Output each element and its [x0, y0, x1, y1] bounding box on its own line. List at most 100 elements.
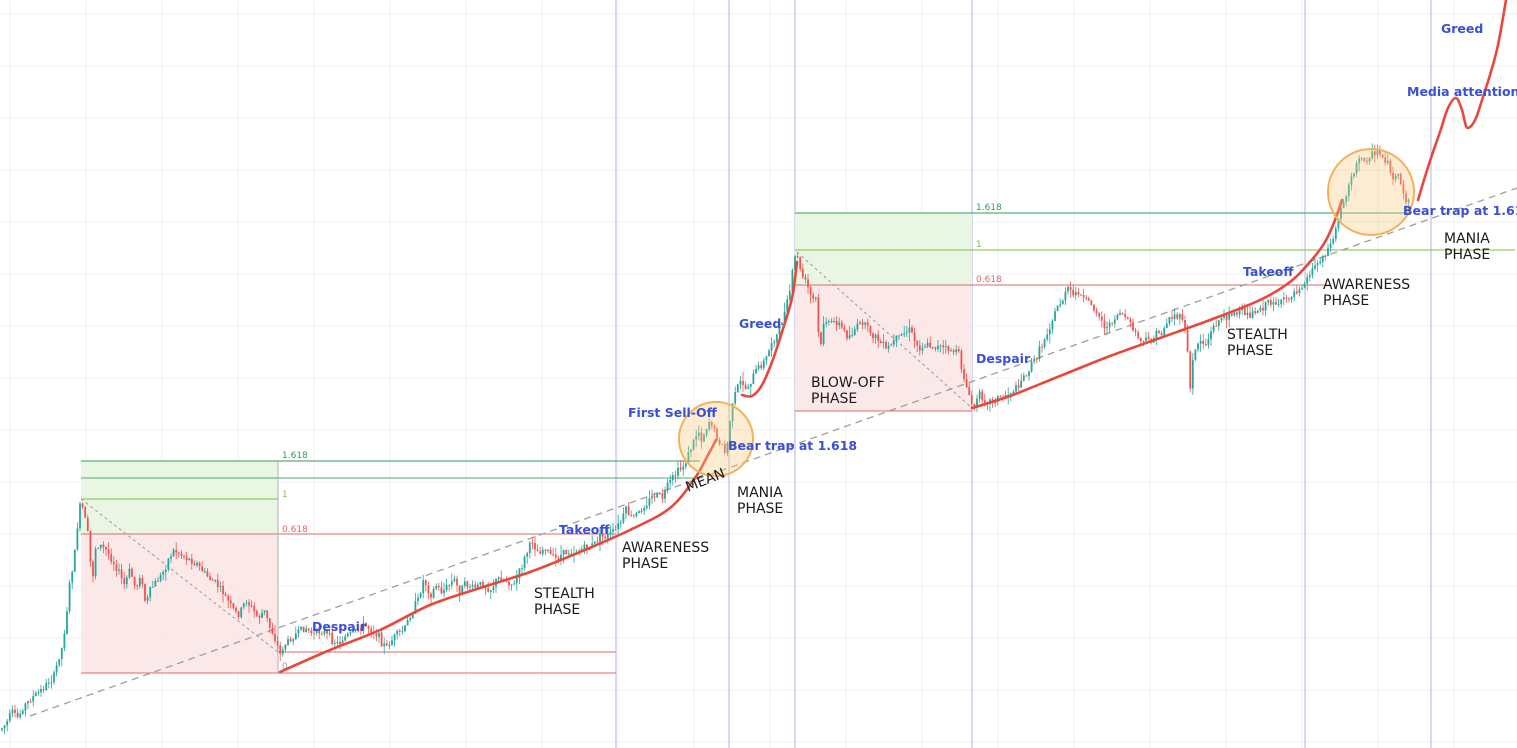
candle-body [79, 503, 81, 529]
candle-body [609, 531, 612, 534]
candle-body [645, 505, 648, 509]
candle-body [892, 340, 895, 345]
candle-body [1392, 173, 1394, 180]
candle-body [1353, 173, 1355, 177]
candle-body [71, 571, 74, 583]
candle-body [508, 581, 510, 586]
candle-body [1347, 184, 1350, 197]
candle-body [450, 581, 453, 586]
candle-body [983, 400, 986, 403]
candle-body [534, 543, 536, 550]
candle-body [294, 633, 297, 640]
candle-body [877, 334, 880, 342]
candle-body [1259, 307, 1262, 311]
candle-body [861, 322, 864, 325]
phase-line: AWARENESS [622, 540, 709, 556]
candle-body [1202, 340, 1205, 345]
candle-body [1189, 351, 1192, 389]
candle-body [1373, 151, 1376, 156]
candle-body [326, 630, 328, 634]
candle-body [339, 642, 341, 645]
phase-line: PHASE [1227, 343, 1273, 359]
candle-body [1134, 330, 1137, 333]
candle-body [1306, 277, 1309, 284]
candle-body [333, 642, 336, 644]
candle-body [401, 631, 404, 633]
candle-body [1090, 300, 1093, 305]
candle-body [614, 529, 617, 531]
candle-body [479, 582, 482, 585]
candle-body [970, 395, 973, 404]
candle-body [651, 496, 653, 499]
candle-body [456, 578, 458, 586]
candle-body [718, 440, 721, 444]
candle-body [1223, 315, 1225, 318]
candle-body [63, 633, 66, 649]
candle-body [903, 333, 906, 335]
candle-body [656, 493, 659, 498]
candle-body [310, 630, 313, 633]
candle-body [1386, 160, 1389, 163]
candle-body [388, 645, 391, 647]
candle-body [617, 523, 620, 530]
candle-body [1355, 163, 1358, 174]
candle-body [424, 580, 427, 586]
candle-body [281, 649, 284, 654]
candle-body [1087, 298, 1090, 301]
candle-body [419, 593, 422, 598]
despair-label-1: Despair [312, 619, 367, 634]
candle-body [622, 513, 625, 523]
candle-body [81, 503, 84, 508]
candle-body [973, 403, 976, 408]
candle-body [630, 515, 633, 516]
candle-body [726, 443, 729, 453]
phase-line: STEALTH [1227, 327, 1288, 343]
candle-body [102, 544, 105, 548]
candle-body [123, 578, 126, 585]
candle-body [328, 632, 331, 634]
candle-body [16, 712, 19, 718]
candle-body [240, 607, 243, 618]
candle-body [476, 584, 479, 588]
candle-body [817, 297, 820, 333]
trend-curve [1416, 0, 1508, 202]
candlesticks [1, 143, 1410, 735]
candle-body [305, 628, 308, 632]
mania-phase-label-1: MANIA PHASE [737, 485, 787, 517]
candle-body [271, 627, 274, 635]
candle-body [1051, 320, 1054, 330]
candle-body [128, 568, 131, 578]
phase-line: PHASE [811, 391, 857, 407]
candle-body [918, 345, 921, 351]
candle-body [432, 588, 435, 598]
candle-body [32, 696, 35, 702]
candle-body [1238, 310, 1241, 315]
candle-body [323, 630, 326, 634]
candle-body [1225, 315, 1228, 320]
candle-body [404, 625, 406, 632]
candle-body [435, 585, 438, 589]
candle-body [926, 342, 929, 347]
candle-body [814, 297, 817, 299]
candle-body [398, 630, 401, 632]
candle-body [872, 333, 874, 339]
candle-body [1108, 322, 1111, 328]
candle-body [671, 475, 674, 481]
candle-body [331, 632, 334, 644]
bear-trap-label-1: Bear trap at 1.618 [728, 438, 857, 453]
candle-body [968, 387, 971, 396]
candle-body [729, 421, 731, 443]
phase-line: STEALTH [534, 586, 595, 602]
candle-body [141, 578, 144, 585]
candle-body [1350, 176, 1353, 185]
candle-body [136, 585, 139, 587]
candle-body [965, 379, 968, 388]
candle-body [1145, 337, 1147, 341]
candle-body [929, 342, 932, 348]
candle-body [913, 332, 916, 341]
candle-body [567, 553, 570, 555]
candle-body [1067, 287, 1069, 292]
candle-body [1142, 340, 1145, 342]
candle-body [1007, 394, 1010, 396]
candle-body [1012, 391, 1015, 394]
